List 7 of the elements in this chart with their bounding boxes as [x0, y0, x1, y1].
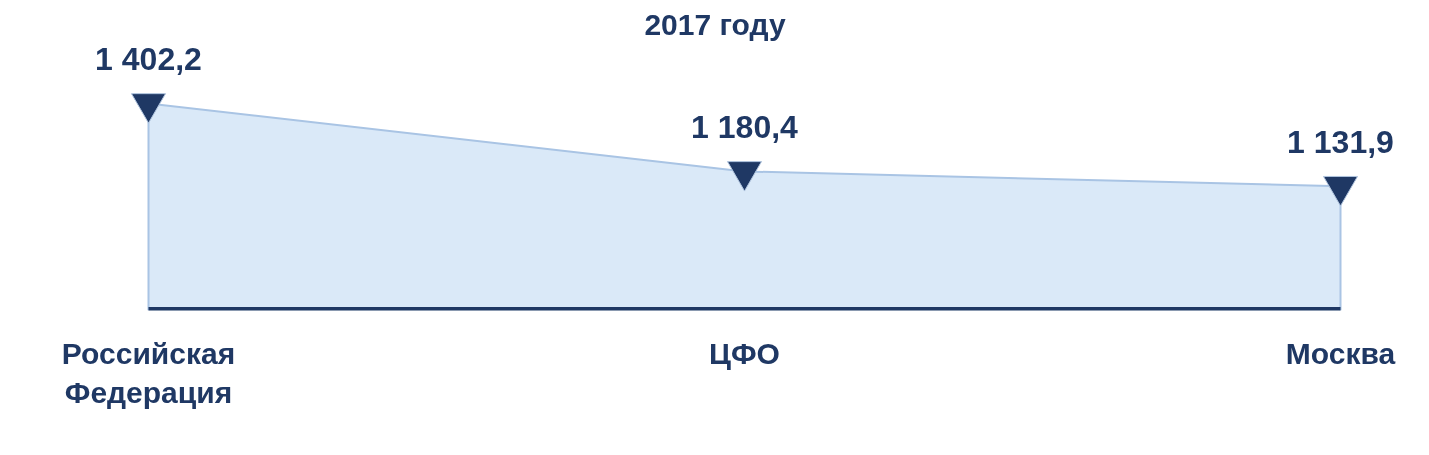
x-tick-label: Российская Федерация	[61, 336, 236, 410]
x-tick-label: Москва	[1285, 336, 1396, 370]
x-tick-label: ЦФО	[709, 336, 780, 370]
data-label: 1 180,4	[691, 109, 799, 146]
data-label: 1 402,2	[95, 41, 202, 78]
chart-title: 2017 году	[644, 7, 786, 41]
data-label: 1 131,9	[1287, 124, 1394, 161]
